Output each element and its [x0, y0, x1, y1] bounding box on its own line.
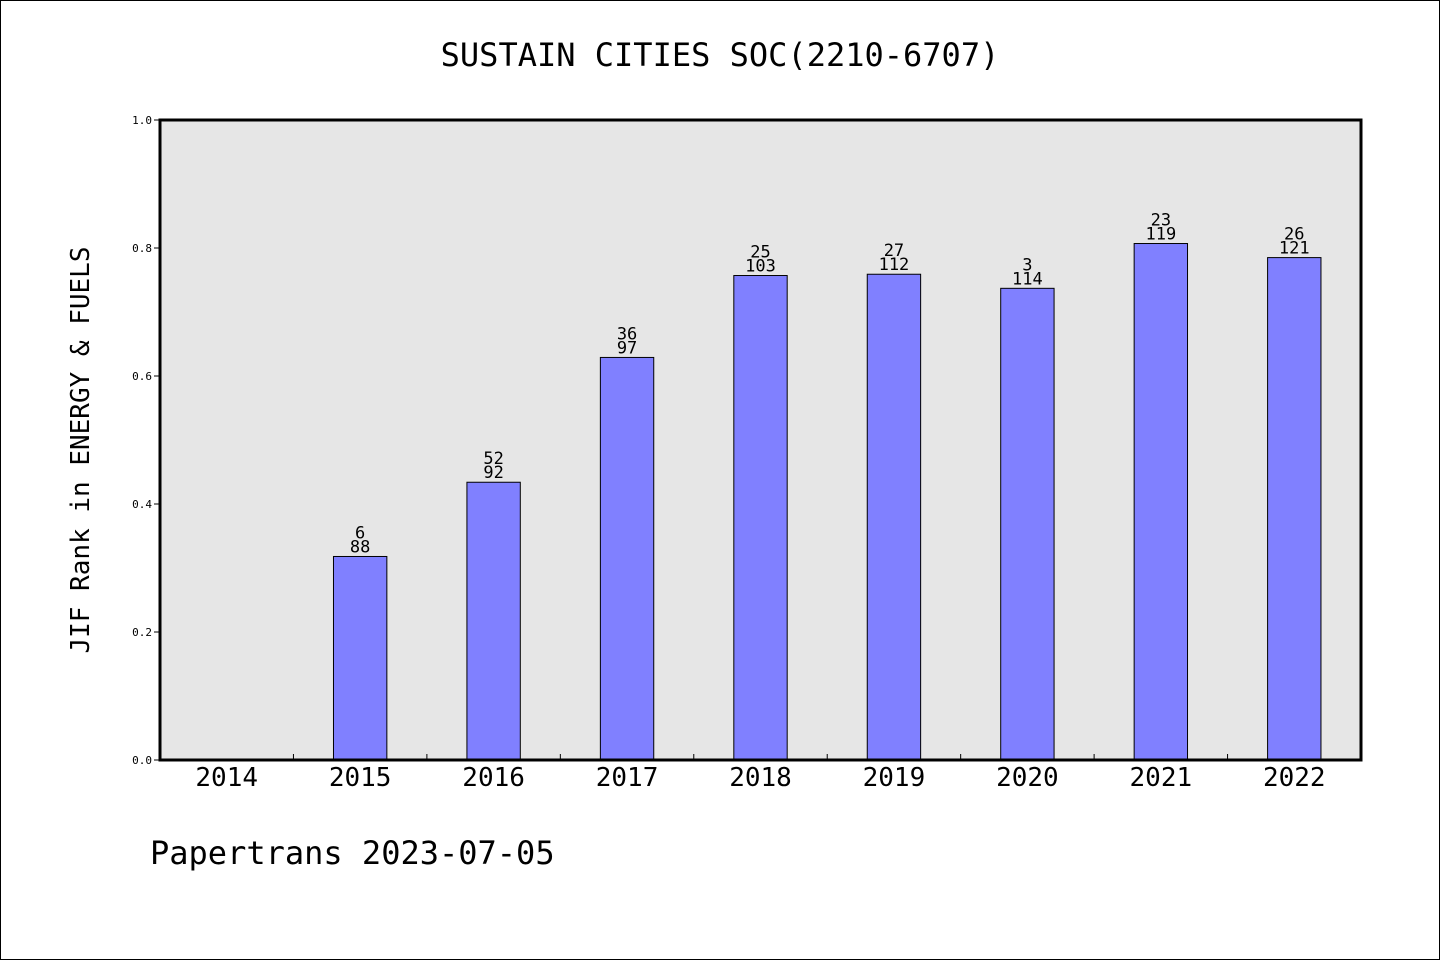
bar-2018	[733, 275, 788, 761]
bar-2016	[466, 481, 521, 761]
x-tick-label: 2018	[729, 763, 792, 793]
data-label-total: 97	[617, 338, 637, 358]
data-label-rank: 52	[483, 449, 503, 469]
chart-title: SUSTAIN CITIES SOC(2210-6707)	[441, 36, 1000, 74]
y-tick-label: 0.6	[132, 370, 152, 383]
x-tick-label: 2014	[195, 763, 258, 793]
x-tick-label: 2016	[462, 763, 525, 793]
y-axis: 0.0 0.2 0.4 0.6 0.8 1.0	[132, 114, 160, 767]
bar-2019	[866, 273, 922, 761]
x-tick-label: 2015	[329, 763, 392, 793]
data-label-total: 112	[879, 255, 910, 275]
x-axis: 2014 2015 2016 2017 2018 2019 2020 2021 2022	[195, 754, 1326, 793]
data-label-rank: 26	[1284, 225, 1304, 245]
y-tick-label: 0.8	[132, 242, 152, 255]
data-label-rank: 23	[1151, 211, 1171, 231]
data-label-total: 119	[1145, 225, 1176, 245]
y-tick-label: 0.4	[132, 498, 152, 511]
y-axis-label: JIF Rank in ENERGY & FUELS	[66, 247, 96, 654]
x-tick-label: 2022	[1263, 763, 1326, 793]
bar-2017	[599, 356, 655, 761]
data-label-rank: 3	[1022, 255, 1032, 275]
data-label-total: 92	[483, 463, 503, 483]
data-label-rank: 27	[884, 241, 904, 261]
bar-2021	[1133, 243, 1189, 761]
data-label-total: 121	[1279, 239, 1310, 259]
data-label-total: 114	[1012, 269, 1043, 289]
data-label-rank: 36	[617, 324, 637, 344]
x-tick-label: 2020	[996, 763, 1059, 793]
plot-border	[158, 118, 1363, 762]
x-tick-label: 2021	[1130, 763, 1193, 793]
footer-credit: Papertrans 2023-07-05	[150, 834, 555, 872]
bars-layer	[332, 243, 1322, 761]
bar-2022	[1267, 257, 1322, 761]
data-label-rank: 25	[750, 243, 770, 263]
data-label-rank: 6	[355, 523, 365, 543]
y-tick-label: 0.2	[132, 626, 152, 639]
y-tick-label: 0.0	[132, 754, 152, 767]
x-tick-label: 2017	[596, 763, 659, 793]
data-label-total: 88	[350, 537, 370, 557]
x-tick-label: 2019	[863, 763, 926, 793]
data-label-total: 103	[745, 257, 776, 277]
bar-2020	[1000, 287, 1055, 761]
y-tick-label: 1.0	[132, 114, 152, 127]
bar-2015	[332, 555, 388, 761]
